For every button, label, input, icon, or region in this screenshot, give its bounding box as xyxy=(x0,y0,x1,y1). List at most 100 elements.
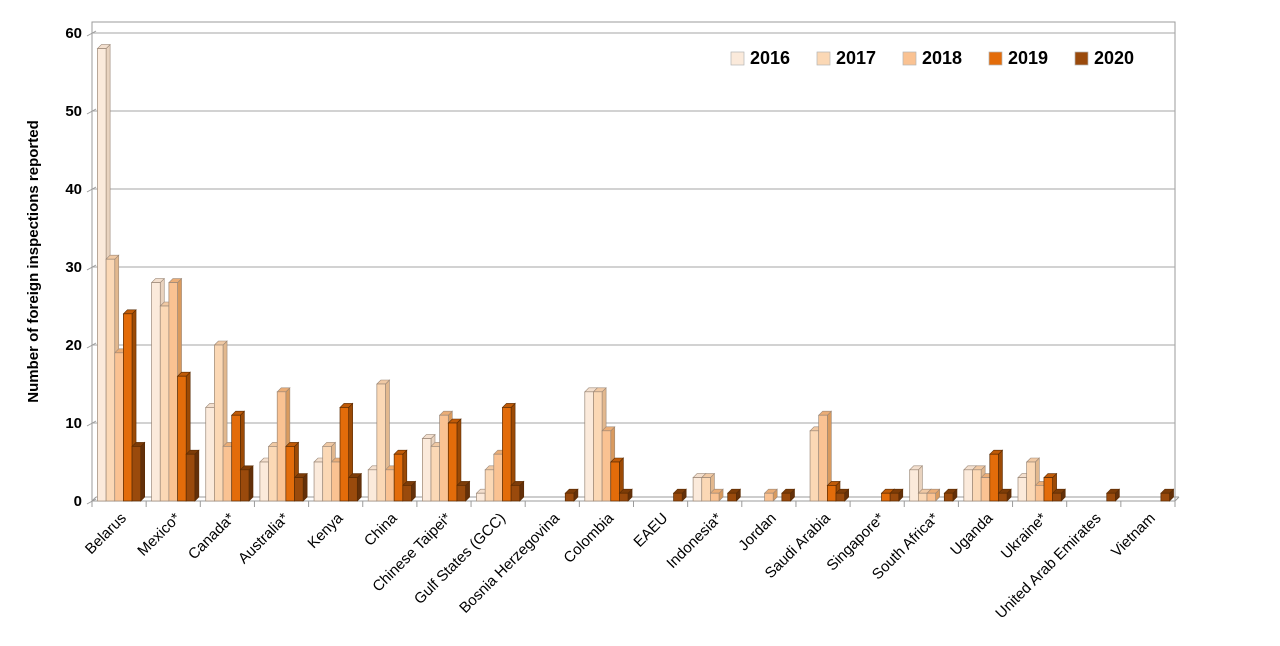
bar-chinese-taipei-2019 xyxy=(447,422,458,502)
bar-mexico-2018 xyxy=(168,282,178,502)
bar-ukraine-2016 xyxy=(1017,477,1027,502)
category-label-13: Jordan xyxy=(735,510,779,554)
bar-australia-2020 xyxy=(294,477,304,502)
bar-mexico-2020 xyxy=(185,453,196,502)
bar-australia-2016 xyxy=(259,461,269,502)
legend-swatch-2017 xyxy=(816,51,831,66)
bar-saudi-arabia-2019 xyxy=(826,485,837,502)
category-label-10: Colombia xyxy=(560,509,617,566)
y-tick-20 xyxy=(86,342,97,349)
bar-uganda-2019 xyxy=(989,453,999,502)
y-tick-label-20: 20 xyxy=(65,337,82,354)
bar-indonesia-2016 xyxy=(692,477,703,502)
bar-belarus-2019 xyxy=(123,313,133,502)
bar-chinese-taipei-2018 xyxy=(439,414,449,502)
bar-saudi-arabia-2017 xyxy=(809,430,820,502)
y-tick-label-40: 40 xyxy=(65,181,82,198)
bar-australia-2018 xyxy=(276,391,287,502)
legend-label-2019: 2019 xyxy=(1008,48,1048,68)
category-label-18: Ukraine* xyxy=(998,510,1051,563)
bar-mexico-2020-side xyxy=(194,449,200,502)
bar-gulf-states-gcc-2017 xyxy=(484,469,495,502)
floor-right-bevel xyxy=(1174,496,1180,502)
bar-indonesia-2018 xyxy=(710,492,720,502)
plot-frame xyxy=(91,21,1176,502)
bar-colombia-2017 xyxy=(593,391,603,502)
bar-south-africa-2017 xyxy=(917,492,928,502)
bar-canada-2017 xyxy=(214,344,224,502)
bar-uganda-2018 xyxy=(980,477,991,502)
bar-kenya-2019 xyxy=(339,407,349,502)
bar-china-2019 xyxy=(393,453,404,502)
category-label-4: Australia* xyxy=(235,510,293,568)
bar-colombia-2016 xyxy=(584,391,594,502)
category-label-8: Gulf States (GCC) xyxy=(411,510,509,608)
y-tick-label-0: 0 xyxy=(74,493,82,510)
category-label-19: United Arab Emirates xyxy=(992,510,1104,622)
bar-gulf-states-gcc-2020 xyxy=(510,485,521,502)
bar-chinese-taipei-2016 xyxy=(422,438,432,502)
bar-belarus-2017 xyxy=(105,258,116,502)
y-tick-label-10: 10 xyxy=(65,415,82,432)
bar-ukraine-2018 xyxy=(1034,485,1045,502)
legend-label-2020: 2020 xyxy=(1094,48,1134,68)
bar-indonesia-2020 xyxy=(727,492,737,502)
legend-swatch-2019 xyxy=(988,51,1003,66)
bar-uganda-2016 xyxy=(963,469,973,502)
bar-china-2017 xyxy=(376,383,386,502)
bar-saudi-arabia-2018 xyxy=(818,414,828,502)
y-tick-60 xyxy=(86,30,97,37)
legend-label-2017: 2017 xyxy=(836,48,876,68)
bar-jordan-2020 xyxy=(781,492,791,502)
y-tick-label-50: 50 xyxy=(65,103,82,120)
y-axis-title: Number of foreign inspections reported xyxy=(25,120,42,403)
bar-gulf-states-gcc-2018 xyxy=(493,453,503,502)
bar-uganda-2020 xyxy=(998,492,1008,502)
bar-kenya-2016 xyxy=(313,461,324,502)
bar-jordan-2018 xyxy=(764,492,774,502)
bar-uganda-2017 xyxy=(972,469,982,502)
legend-label-2016: 2016 xyxy=(750,48,790,68)
bar-kenya-2020-side xyxy=(356,472,362,502)
bar-south-africa-2016 xyxy=(909,469,919,502)
bar-ukraine-2020 xyxy=(1052,492,1062,502)
bar-kenya-2017 xyxy=(322,446,332,502)
bar-china-2020 xyxy=(402,485,412,502)
bar-canada-2018 xyxy=(222,446,233,502)
bar-ukraine-2017 xyxy=(1026,461,1036,502)
bar-south-africa-2018 xyxy=(926,492,936,502)
y-tick-10 xyxy=(86,420,97,427)
bar-belarus-2020 xyxy=(131,446,142,502)
bar-gulf-states-gcc-2019 xyxy=(502,407,512,502)
category-label-2: Mexico* xyxy=(134,510,184,560)
bar-ukraine-2019 xyxy=(1043,477,1053,502)
legend-swatch-2018 xyxy=(902,51,917,66)
category-label-1: Belarus xyxy=(82,510,130,558)
y-tick-50 xyxy=(86,108,97,115)
bar-belarus-2016 xyxy=(97,48,107,502)
bar-gulf-states-gcc-2016 xyxy=(476,492,486,502)
bar-mexico-2016 xyxy=(151,282,161,502)
bar-kenya-2020 xyxy=(348,477,358,502)
bar-eaeu-2020 xyxy=(673,492,683,502)
bar-mexico-2017 xyxy=(159,305,170,502)
legend-swatch-2016 xyxy=(730,51,745,66)
category-label-6: China xyxy=(361,509,401,549)
bar-mexico-2019 xyxy=(177,375,187,502)
bar-united-arab-emirates-2020 xyxy=(1106,492,1116,502)
bar-vietnam-2020 xyxy=(1160,492,1170,502)
bar-belarus-2018 xyxy=(114,352,124,502)
bar-colombia-2020 xyxy=(619,492,629,502)
bar-canada-2016 xyxy=(205,407,215,502)
bar-colombia-2018 xyxy=(601,430,612,502)
y-tick-label-30: 30 xyxy=(65,259,82,276)
bar-bosnia-herzegovina-2020 xyxy=(564,492,575,502)
category-label-5: Kenya xyxy=(304,509,347,552)
bar-canada-2020-side xyxy=(248,465,254,502)
bar-belarus-2020-side xyxy=(140,441,145,502)
bar-australia-2019 xyxy=(285,446,295,502)
bar-australia-2017 xyxy=(268,446,278,502)
bar-kenya-2018 xyxy=(331,461,341,502)
y-tick-40 xyxy=(86,186,97,193)
